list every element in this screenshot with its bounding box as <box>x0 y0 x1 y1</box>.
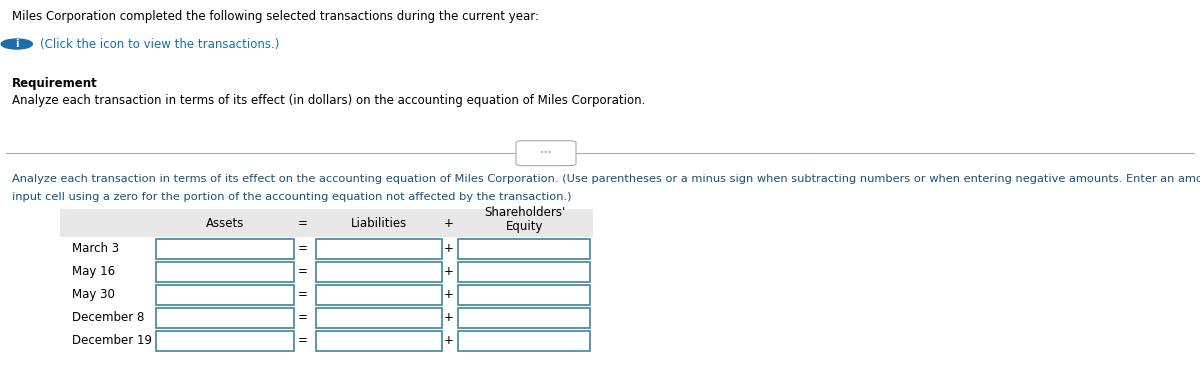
FancyBboxPatch shape <box>316 331 442 351</box>
FancyBboxPatch shape <box>458 308 590 328</box>
Text: Liabilities: Liabilities <box>350 217 407 229</box>
Text: December 19: December 19 <box>72 334 152 347</box>
FancyBboxPatch shape <box>316 285 442 305</box>
Circle shape <box>1 39 32 49</box>
Text: March 3: March 3 <box>72 242 119 255</box>
Text: +: + <box>444 265 454 278</box>
Text: input cell using a zero for the portion of the accounting equation not affected : input cell using a zero for the portion … <box>12 192 571 201</box>
Text: =: = <box>298 242 307 255</box>
FancyBboxPatch shape <box>60 209 593 237</box>
Text: Requirement: Requirement <box>12 77 97 90</box>
Text: Analyze each transaction in terms of its effect on the accounting equation of Mi: Analyze each transaction in terms of its… <box>12 174 1200 184</box>
Text: (Click the icon to view the transactions.): (Click the icon to view the transactions… <box>40 38 278 51</box>
Text: =: = <box>298 217 307 229</box>
Text: +: + <box>444 334 454 347</box>
FancyBboxPatch shape <box>156 308 294 328</box>
FancyBboxPatch shape <box>516 141 576 165</box>
Text: +: + <box>444 311 454 324</box>
Text: =: = <box>298 334 307 347</box>
FancyBboxPatch shape <box>458 262 590 282</box>
Text: Miles Corporation completed the following selected transactions during the curre: Miles Corporation completed the followin… <box>12 10 539 23</box>
Text: =: = <box>298 288 307 301</box>
Text: ···: ··· <box>540 148 552 158</box>
Text: December 8: December 8 <box>72 311 144 324</box>
Text: +: + <box>444 288 454 301</box>
FancyBboxPatch shape <box>156 262 294 282</box>
Text: Shareholders': Shareholders' <box>484 206 565 219</box>
FancyBboxPatch shape <box>458 285 590 305</box>
Text: +: + <box>444 217 454 229</box>
FancyBboxPatch shape <box>458 331 590 351</box>
Text: i: i <box>16 39 18 49</box>
FancyBboxPatch shape <box>156 239 294 259</box>
Text: =: = <box>298 311 307 324</box>
Text: May 30: May 30 <box>72 288 115 301</box>
Text: Equity: Equity <box>505 221 544 233</box>
FancyBboxPatch shape <box>316 262 442 282</box>
Text: May 16: May 16 <box>72 265 115 278</box>
Text: =: = <box>298 265 307 278</box>
Text: Assets: Assets <box>206 217 244 229</box>
FancyBboxPatch shape <box>458 239 590 259</box>
FancyBboxPatch shape <box>156 285 294 305</box>
FancyBboxPatch shape <box>316 239 442 259</box>
Text: +: + <box>444 242 454 255</box>
FancyBboxPatch shape <box>316 308 442 328</box>
Text: Analyze each transaction in terms of its effect (in dollars) on the accounting e: Analyze each transaction in terms of its… <box>12 94 646 107</box>
FancyBboxPatch shape <box>156 331 294 351</box>
